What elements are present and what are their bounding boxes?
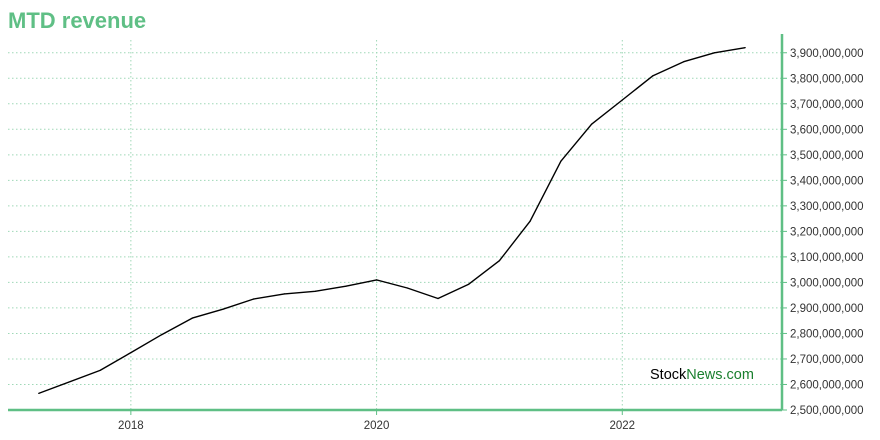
x-tick-label: 2018 [118,420,144,432]
watermark-stock: Stock [650,367,687,383]
x-tick-label: 2022 [609,420,635,432]
data-point [130,351,132,354]
data-point [38,392,40,395]
watermark-news: News.com [686,367,754,383]
data-point [222,308,224,310]
axes [8,34,784,412]
data-point [468,283,470,285]
watermark: StockNews.com [650,367,754,383]
y-tick-labels: 2,500,000,000 2,600,000,000 2,700,000,000 2… [782,48,864,417]
data-point [314,290,316,292]
series-line [38,47,746,395]
y-tick-label: 3,400,000,000 [790,175,864,187]
data-point [652,75,654,77]
y-tick-label: 2,600,000,000 [790,379,864,391]
y-tick-label: 3,800,000,000 [790,73,864,85]
y-tick-label: 2,500,000,000 [790,405,864,417]
y-tick-label: 3,100,000,000 [790,252,864,264]
gridlines [8,40,782,410]
y-tick-label: 3,900,000,000 [790,48,864,60]
data-point [253,298,255,300]
data-point [529,220,531,222]
data-point [99,369,101,372]
data-point [437,297,439,300]
y-tick-label: 2,700,000,000 [790,354,864,366]
data-point [713,52,716,54]
y-tick-label: 3,700,000,000 [790,99,864,111]
data-point [160,334,163,336]
data-point [375,279,378,281]
y-tick-label: 2,800,000,000 [790,328,864,340]
data-point [191,317,193,319]
data-point [345,285,347,287]
data-point [560,160,562,162]
y-tick-label: 3,600,000,000 [790,124,864,136]
x-tick-label: 2020 [364,420,390,432]
data-point [406,287,408,289]
series-layer [38,47,746,395]
x-tick-labels: 2018 2020 2022 [118,410,635,432]
data-point [283,293,286,295]
y-tick-label: 3,000,000,000 [790,277,864,289]
data-point [590,123,593,125]
y-tick-label: 3,500,000,000 [790,150,864,162]
data-point [683,61,685,63]
y-tick-label: 3,200,000,000 [790,226,864,238]
y-tick-label: 3,300,000,000 [790,201,864,213]
data-point [621,99,623,101]
chart-title: MTD revenue [8,8,147,33]
y-tick-label: 2,900,000,000 [790,303,864,315]
data-point [498,260,501,262]
data-point [744,47,746,49]
